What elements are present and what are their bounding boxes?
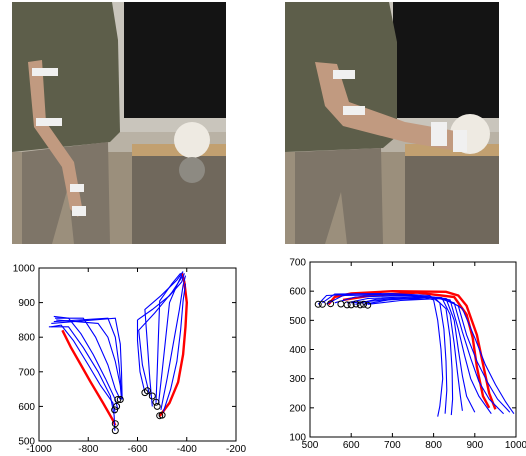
- trajectory-line-8: [355, 296, 492, 415]
- y-tick-label: 100: [289, 433, 306, 444]
- y-tick-label: 600: [289, 287, 306, 298]
- end-marker-1: [314, 300, 322, 308]
- end-marker-4: [337, 300, 345, 308]
- end-marker-2: [318, 300, 326, 308]
- x-tick-label: -800: [78, 444, 98, 455]
- y-tick-label: 600: [18, 402, 35, 413]
- x-tick-label: 600: [343, 440, 360, 451]
- end-marker-13: [156, 412, 164, 420]
- x-tick-label: -200: [226, 444, 246, 455]
- end-marker-3: [111, 406, 119, 414]
- end-marker-2: [111, 420, 119, 428]
- y-tick-label: 700: [18, 367, 35, 378]
- x-tick-label: 700: [384, 440, 401, 451]
- photo-grasping-ball: [285, 2, 499, 244]
- end-marker-8: [356, 301, 364, 309]
- trajectory-line-13: [155, 272, 182, 403]
- x-tick-label: 900: [466, 440, 483, 451]
- chart-hand-trajectory-left: -1000 -800 -600 -400 -200 500 600 700 800 900 1000: [13, 264, 247, 456]
- end-marker-10: [152, 398, 160, 406]
- y-tick-label: 500: [289, 316, 306, 327]
- trajectory-line-7: [53, 317, 123, 400]
- trajectory-line-3: [317, 293, 444, 417]
- trajectory-line-6: [56, 319, 123, 400]
- end-marker-5: [343, 301, 351, 309]
- y-tick-label: 800: [18, 333, 35, 344]
- trajectory-line-7: [346, 295, 476, 413]
- trajectory-line-10: [367, 297, 511, 413]
- axes-frame: [38, 267, 237, 442]
- end-marker-6: [347, 301, 355, 309]
- y-tick-label: 400: [289, 345, 306, 356]
- x-tick-label: -1000: [26, 444, 52, 455]
- trajectory-line-16: [138, 276, 183, 397]
- y-tick-label: 1000: [13, 264, 36, 275]
- end-marker-10: [364, 301, 372, 309]
- trajectory-line-3: [51, 324, 116, 414]
- y-tick-label: 500: [18, 437, 35, 448]
- x-tick-label: 1000: [505, 440, 526, 451]
- trajectory-line-10: [136, 319, 146, 393]
- trajectory-line-4: [322, 292, 448, 414]
- end-marker-6: [116, 396, 124, 403]
- end-marker-11: [153, 402, 161, 410]
- trajectory-line-5: [326, 294, 454, 416]
- end-marker-3: [327, 300, 335, 308]
- photo-standing-beside-ball: [12, 2, 226, 244]
- x-tick-label: -600: [127, 444, 147, 455]
- end-marker-7: [352, 300, 360, 308]
- end-marker-1: [111, 427, 119, 435]
- end-marker-4: [113, 402, 121, 410]
- trajectory-line-1: [327, 289, 497, 410]
- chart-hand-trajectory-right: 500 600 700 800 900 1000 100 200 300 400 500 600 700: [289, 258, 526, 452]
- x-tick-label: 500: [302, 440, 319, 451]
- y-tick-label: 300: [289, 374, 306, 385]
- end-marker-9: [360, 300, 368, 308]
- y-tick-label: 200: [289, 403, 306, 414]
- trajectory-line-12: [144, 271, 184, 407]
- x-tick-label: 800: [425, 440, 442, 451]
- axes-frame: [309, 261, 517, 438]
- trajectory-line-5: [55, 317, 121, 400]
- end-marker-5: [114, 396, 122, 403]
- y-tick-label: 700: [289, 258, 306, 269]
- trajectory-line-17: [162, 283, 187, 412]
- y-tick-label: 900: [18, 298, 35, 309]
- trajectory-line-11: [351, 297, 515, 415]
- trajectory-line-9: [48, 326, 116, 431]
- trajectory-line-8: [51, 317, 123, 399]
- trajectory-line-6: [334, 294, 463, 411]
- end-marker-8: [143, 387, 151, 395]
- end-marker-9: [148, 392, 156, 400]
- x-tick-label: -400: [177, 444, 197, 455]
- trajectory-line-1: [61, 329, 117, 426]
- trajectory-line-15: [160, 275, 187, 411]
